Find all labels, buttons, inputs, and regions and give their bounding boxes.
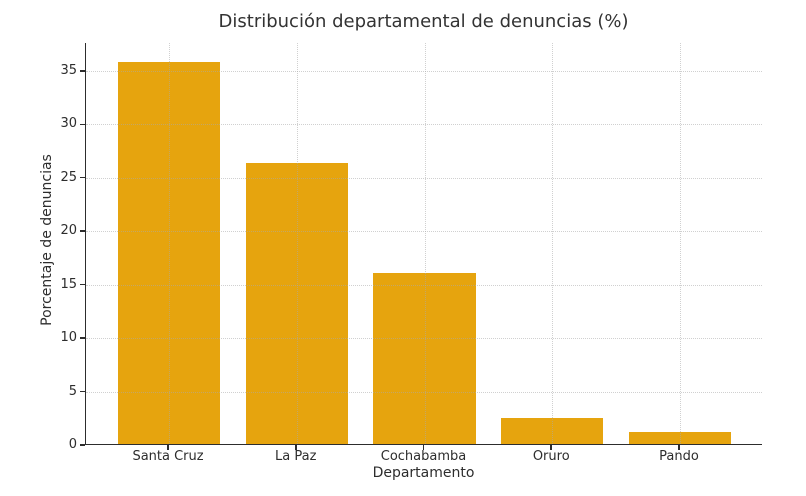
v-gridline bbox=[169, 43, 171, 444]
x-tick-label-oruro: Oruro bbox=[532, 449, 570, 464]
y-tick-mark bbox=[80, 70, 85, 72]
v-gridline bbox=[552, 43, 554, 444]
y-tick-label: 15 bbox=[60, 276, 77, 292]
x-tick-mark bbox=[678, 445, 680, 450]
h-gridline bbox=[86, 284, 762, 286]
y-tick-mark bbox=[80, 176, 85, 179]
y-tick-label: 30 bbox=[60, 116, 77, 132]
v-gridline bbox=[679, 43, 681, 444]
y-tick-label: 20 bbox=[60, 223, 77, 239]
y-tick-label: 35 bbox=[60, 62, 77, 78]
x-tick-label-santa-cruz: Santa Cruz bbox=[132, 449, 204, 464]
x-tick-label-pando: Pando bbox=[659, 449, 699, 464]
y-tick-mark bbox=[80, 444, 85, 446]
h-gridline bbox=[86, 338, 762, 340]
x-axis-label: Departamento bbox=[372, 465, 475, 481]
x-tick-mark bbox=[550, 445, 552, 450]
v-gridline bbox=[296, 43, 298, 444]
bar-cochabamba bbox=[373, 272, 476, 444]
x-tick-label-la-paz: La Paz bbox=[275, 449, 317, 464]
y-tick-mark bbox=[80, 123, 85, 125]
h-gridline bbox=[86, 391, 762, 393]
plot-area bbox=[85, 43, 762, 445]
x-tick-mark bbox=[422, 445, 425, 450]
y-tick-label: 5 bbox=[68, 383, 77, 399]
y-tick-mark bbox=[80, 230, 85, 232]
y-tick-mark bbox=[80, 390, 85, 393]
h-gridline bbox=[86, 231, 762, 233]
chart-title: Distribución departamental de denuncias … bbox=[218, 11, 629, 32]
y-tick-label: 0 bbox=[68, 437, 77, 452]
h-gridline bbox=[86, 124, 762, 126]
y-tick-mark bbox=[80, 283, 85, 286]
h-gridline bbox=[86, 177, 762, 179]
x-tick-mark bbox=[167, 445, 169, 450]
x-tick-mark bbox=[295, 445, 297, 450]
y-tick-label: 25 bbox=[60, 169, 77, 185]
y-tick-label: 10 bbox=[60, 330, 77, 346]
x-tick-label-cochabamba: Cochabamba bbox=[380, 449, 467, 464]
h-gridline bbox=[86, 70, 762, 72]
y-tick-mark bbox=[80, 337, 85, 339]
v-gridline bbox=[424, 43, 426, 444]
